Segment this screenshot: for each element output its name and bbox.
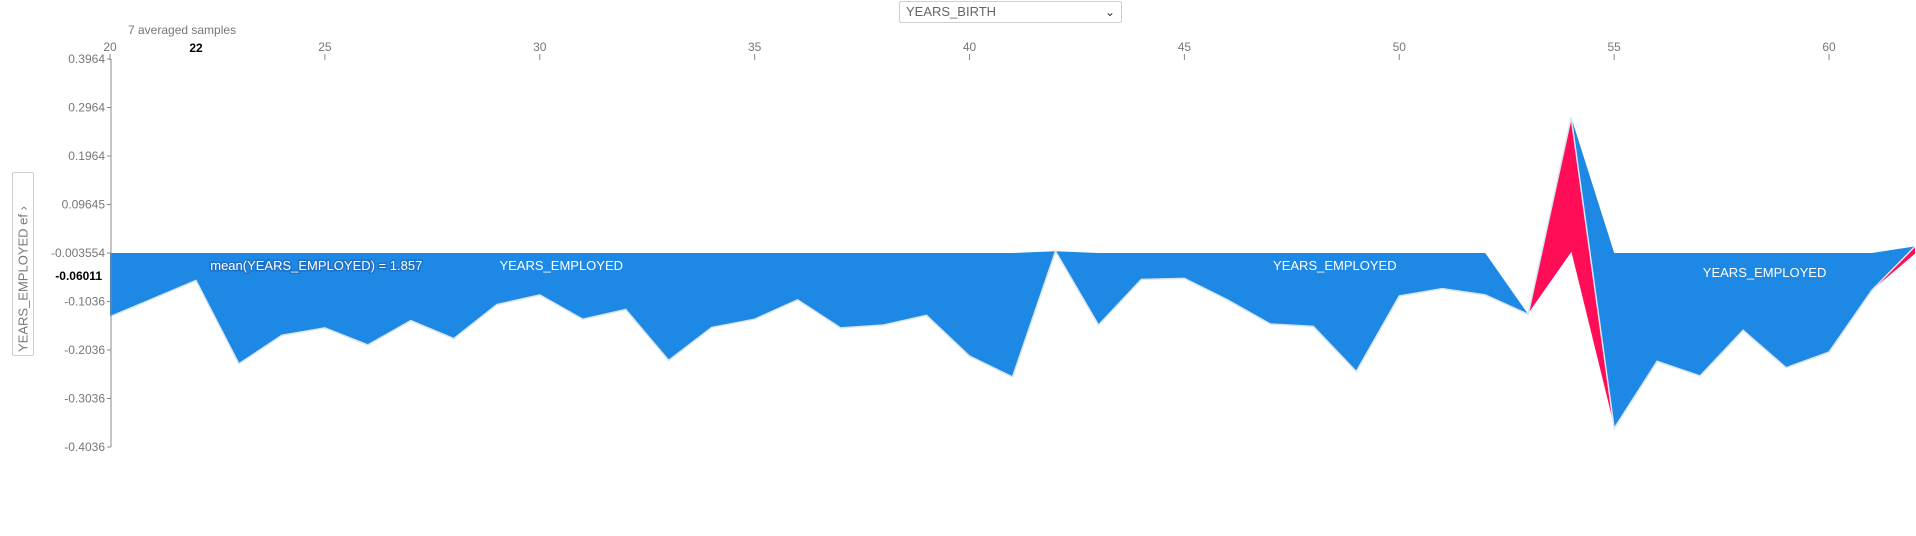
feature-label: YEARS_EMPLOYED <box>499 258 623 273</box>
x-tick-label: 50 <box>1393 40 1407 54</box>
y-tick-label: -0.3036 <box>64 392 105 406</box>
y-axis: 0.3964 0.2964 0.1964 0.09645 -0.003554 -0.103… <box>51 52 112 454</box>
x-tick-label: 35 <box>748 40 762 54</box>
chevron-right-icon: › <box>15 206 31 211</box>
x-tick-label: 60 <box>1822 40 1836 54</box>
annotation-layer: mean(YEARS_EMPLOYED) = 1.857 YEARS_EMPLOY… <box>209 256 1827 280</box>
y-tick-label: 0.2964 <box>68 101 105 115</box>
y-tick-label: -0.4036 <box>64 440 105 454</box>
x-tick-label: 40 <box>963 40 977 54</box>
y-tick-label: -0.1036 <box>64 295 105 309</box>
output-line <box>109 117 1916 431</box>
y-tick-label: 0.09645 <box>62 197 106 211</box>
y-tick-label: 0.1964 <box>68 149 105 163</box>
x-axis: 20 25 30 35 40 45 50 55 60 <box>103 40 1836 60</box>
chevron-down-icon: ⌄ <box>1104 5 1115 19</box>
x-feature-select[interactable]: YEARS_BIRTH ⌄ <box>899 1 1122 23</box>
y-feature-select-value: YEARS_EMPLOYED ef › <box>15 206 31 352</box>
x-tick-label: 25 <box>318 40 332 54</box>
feature-label: YEARS_EMPLOYED <box>1703 265 1827 280</box>
y-tick-label: 0.3964 <box>68 52 105 66</box>
y-tick-label: -0.003554 <box>51 246 105 260</box>
feature-label: mean(YEARS_EMPLOYED) = 1.857 <box>210 258 422 273</box>
area-layer <box>110 117 1915 429</box>
x-tick-label: 45 <box>1178 40 1192 54</box>
y-feature-select[interactable]: YEARS_EMPLOYED ef › <box>12 172 34 356</box>
line-layer <box>109 117 1916 431</box>
y-tick-label: -0.2036 <box>64 343 105 357</box>
x-tick-label: 20 <box>103 40 117 54</box>
hover-y-value: -0.06011 <box>55 269 102 283</box>
negative-area <box>110 117 1915 429</box>
x-feature-select-value: YEARS_BIRTH <box>906 4 997 19</box>
hover-x-value: 22 <box>189 41 203 55</box>
samples-label: 7 averaged samples <box>128 23 236 37</box>
feature-label: YEARS_EMPLOYED <box>1273 258 1397 273</box>
x-tick-label: 30 <box>533 40 547 54</box>
x-tick-label: 55 <box>1607 40 1621 54</box>
